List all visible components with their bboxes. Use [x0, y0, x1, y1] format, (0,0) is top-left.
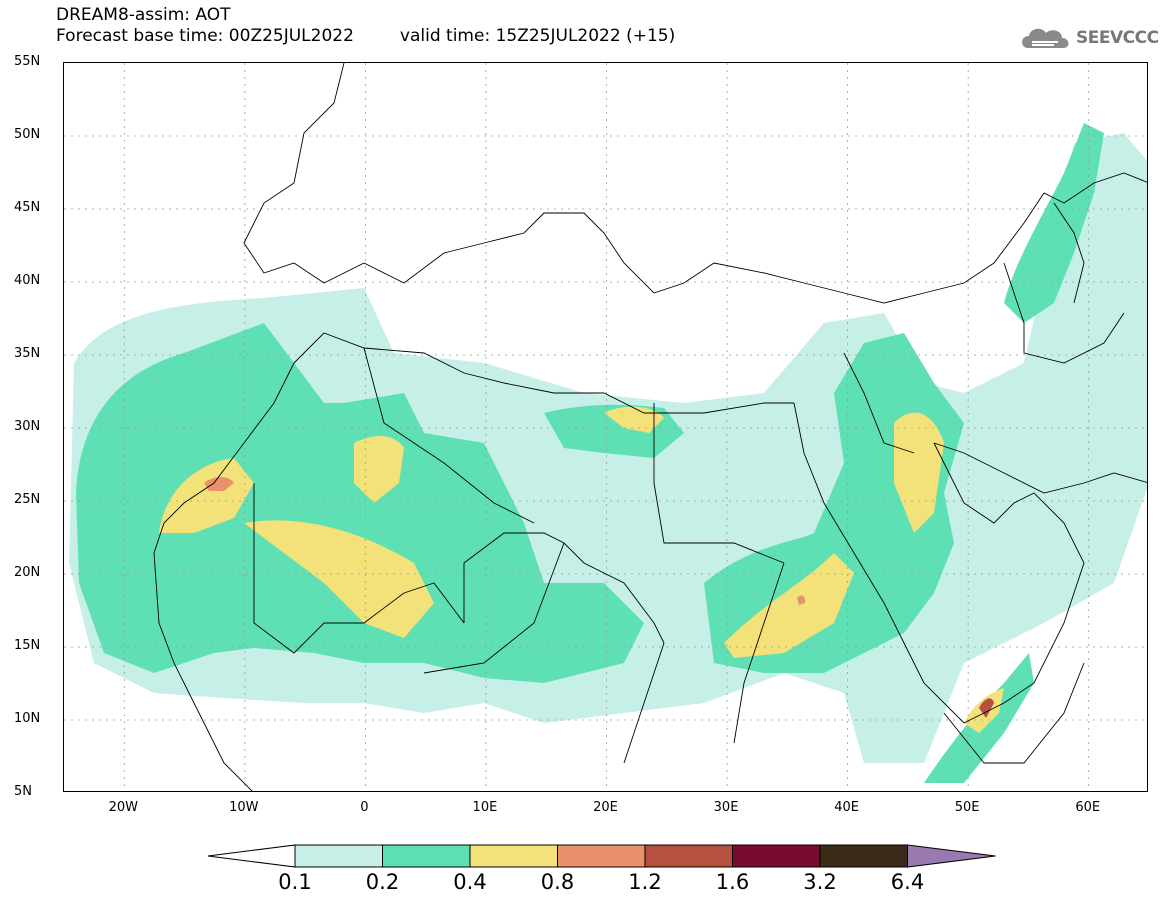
- aot-band-red-somalia: [979, 698, 994, 718]
- colorbar-segment: [907, 844, 996, 868]
- colorbar-segment: [644, 844, 733, 868]
- colorbar-segment: [732, 844, 821, 868]
- lon-label: 30E: [713, 800, 739, 815]
- aot-band-yellow-mali: [244, 520, 434, 638]
- grid-lines: [64, 63, 1147, 791]
- colorbar-segment: [207, 844, 296, 868]
- colorbar-label: 0.2: [365, 870, 400, 894]
- aot-band-yellow-algeria: [354, 436, 404, 503]
- lat-label: 10N: [14, 711, 41, 726]
- colorbar-label: 0.1: [278, 870, 312, 894]
- lat-label: 15N: [14, 638, 41, 653]
- aot-band-teal-caspian: [1004, 123, 1104, 323]
- cloud-icon: [1022, 28, 1069, 48]
- colorbar-segment: [469, 844, 558, 868]
- country-borders: [153, 63, 1147, 791]
- colorbar-label: 1.2: [628, 870, 662, 894]
- lat-label: 40N: [14, 273, 41, 288]
- colorbar-label: 3.2: [803, 870, 837, 894]
- lat-label: 20N: [14, 565, 41, 580]
- lat-label: 30N: [14, 419, 41, 434]
- aot-band-red-sudan: [797, 595, 806, 605]
- map-panel: [63, 62, 1148, 792]
- logo-text: SEEVCCC: [1076, 28, 1159, 48]
- colorbar-label: 0.8: [540, 870, 575, 894]
- lon-label: 20W: [108, 800, 138, 815]
- colorbar-segment: [557, 844, 646, 868]
- lon-label: 10W: [229, 800, 259, 815]
- time-info: Forecast base time: 00Z25JUL2022 valid ti…: [56, 26, 675, 46]
- lon-label: 40E: [834, 800, 859, 815]
- aot-map: [64, 63, 1147, 791]
- lat-label: 25N: [14, 492, 41, 507]
- lat-label: 5N: [14, 784, 32, 799]
- aot-band-teal-west: [76, 323, 644, 683]
- lat-label: 50N: [14, 127, 41, 142]
- colorbar-segment: [382, 844, 471, 868]
- aot-band-teal-east: [704, 333, 964, 673]
- aot-band-yellow-mauritania: [159, 458, 254, 533]
- colorbar-segment: [819, 844, 908, 868]
- lon-label: 0: [360, 800, 369, 815]
- seevccc-logo: SEEVCCC: [1018, 22, 1159, 58]
- lon-label: 20E: [593, 800, 618, 815]
- colorbar-segment: [294, 844, 383, 868]
- lat-label: 55N: [14, 54, 41, 69]
- aot-contours: [69, 123, 1147, 783]
- colorbar-label: 0.4: [453, 870, 487, 894]
- aot-band-red-mauritania: [204, 477, 234, 491]
- map-title: DREAM8-assim: AOT: [56, 5, 231, 25]
- aot-band-yellow-sudan: [724, 553, 854, 658]
- lat-label: 45N: [14, 200, 41, 215]
- valid-time: valid time: 15Z25JUL2022 (+15): [399, 26, 676, 46]
- lon-label: 60E: [1075, 800, 1101, 815]
- lon-label: 50E: [954, 800, 980, 815]
- base-time: Forecast base time: 00Z25JUL2022: [56, 26, 354, 46]
- lon-label: 10E: [472, 800, 498, 815]
- lat-label: 35N: [14, 346, 41, 361]
- colorbar-label: 1.6: [715, 870, 750, 894]
- aot-band-yellow-iraq: [894, 412, 944, 533]
- colorbar-label: 6.4: [890, 870, 925, 894]
